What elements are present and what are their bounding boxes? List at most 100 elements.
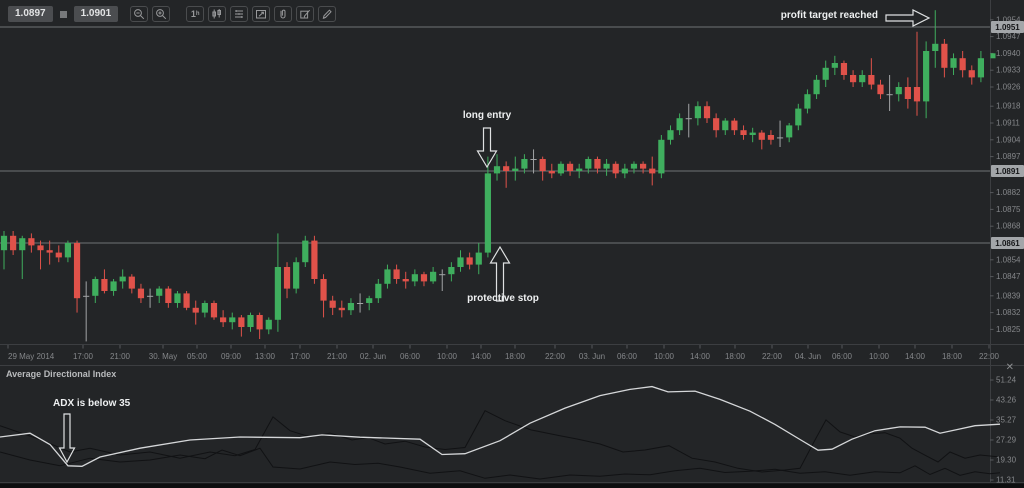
svg-text:06:00: 06:00	[400, 352, 421, 361]
candle	[959, 58, 966, 71]
candle	[475, 252, 482, 265]
candle	[512, 168, 519, 171]
timeframe-label: 1	[190, 8, 196, 19]
spread-indicator	[59, 10, 67, 18]
candle	[658, 139, 665, 174]
svg-text:1.0904: 1.0904	[996, 135, 1021, 144]
candle	[786, 125, 793, 138]
candle	[165, 288, 172, 303]
candle	[256, 315, 263, 330]
candle	[758, 132, 765, 140]
svg-text:30. May: 30. May	[149, 352, 177, 361]
svg-text:18:00: 18:00	[725, 352, 746, 361]
svg-text:1.0911: 1.0911	[996, 119, 1020, 128]
candle	[293, 262, 300, 289]
candle	[137, 288, 145, 299]
price-lines-layer	[0, 26, 990, 244]
candle	[649, 168, 656, 174]
svg-text:22:00: 22:00	[545, 352, 566, 361]
candle	[384, 269, 391, 284]
svg-text:14:00: 14:00	[690, 352, 711, 361]
di-line-b-line	[0, 447, 1001, 480]
svg-text:29 May 2014: 29 May 2014	[8, 352, 55, 361]
candle	[795, 108, 802, 126]
zoom-out-button[interactable]	[130, 6, 149, 22]
svg-text:13:00: 13:00	[255, 352, 276, 361]
svg-text:1.0951: 1.0951	[995, 23, 1020, 32]
svg-text:22:00: 22:00	[762, 352, 783, 361]
svg-text:1.0947: 1.0947	[996, 32, 1021, 41]
svg-text:06:00: 06:00	[617, 352, 638, 361]
candle	[566, 163, 574, 171]
indicator-close-icon[interactable]: ✕	[1005, 362, 1014, 373]
price-line-tag	[991, 237, 1024, 249]
svg-text:02. Jun: 02. Jun	[360, 352, 386, 361]
candle	[466, 257, 473, 265]
candle	[923, 51, 930, 102]
candle	[402, 279, 409, 282]
candle	[977, 58, 985, 78]
candle	[840, 63, 848, 75]
candle	[146, 295, 154, 297]
candle	[183, 293, 190, 308]
svg-text:35.27: 35.27	[996, 415, 1017, 424]
candle	[192, 307, 199, 313]
svg-text:21:00: 21:00	[327, 352, 348, 361]
protective-stop-label: protective stop	[467, 293, 539, 304]
pen-icon	[322, 9, 332, 19]
long-entry-arrow-icon	[476, 127, 498, 169]
ask-price-button[interactable]: 1.0901	[73, 6, 119, 22]
candle	[448, 267, 455, 275]
edit-note-button[interactable]	[296, 6, 315, 22]
profit-target-label: profit target reached	[780, 10, 878, 21]
export-chart-button[interactable]	[252, 6, 271, 22]
candle	[886, 94, 893, 96]
candle	[329, 300, 336, 308]
candle	[859, 75, 866, 83]
indicator-title: Average Directional Index	[6, 369, 117, 379]
candle	[37, 245, 44, 251]
candlestick-chart-icon	[212, 9, 222, 19]
candle	[220, 317, 227, 323]
adx-indicator-layer: 51.24 43.26 35.27 27.29 19.30 11.31	[0, 376, 1017, 485]
candle	[92, 279, 99, 296]
candle	[347, 303, 355, 311]
candle	[73, 243, 81, 299]
candle	[603, 163, 610, 169]
adx-note-arrow-icon	[58, 413, 76, 464]
zoom-in-button[interactable]	[152, 6, 171, 22]
chart-type-button[interactable]	[208, 6, 227, 22]
svg-text:1.0926: 1.0926	[996, 83, 1021, 92]
candle	[831, 63, 838, 68]
svg-text:14:00: 14:00	[905, 352, 926, 361]
indicators-button[interactable]	[230, 6, 249, 22]
candle	[576, 168, 583, 171]
svg-text:51.24: 51.24	[996, 376, 1017, 385]
candle	[968, 70, 975, 78]
svg-text:1.0847: 1.0847	[996, 272, 1021, 281]
bid-price-button[interactable]: 1.0897	[8, 6, 53, 22]
candle	[119, 276, 126, 282]
candle	[156, 288, 163, 296]
svg-text:1.0918: 1.0918	[996, 102, 1021, 111]
candle	[868, 75, 875, 85]
candle	[612, 163, 619, 174]
candle	[28, 238, 35, 246]
draw-button[interactable]	[318, 6, 337, 22]
candle	[539, 159, 546, 171]
attach-button[interactable]	[274, 6, 293, 22]
svg-text:09:00: 09:00	[221, 352, 242, 361]
candle	[366, 298, 373, 303]
price-line-tag	[991, 165, 1024, 177]
svg-text:1.0882: 1.0882	[996, 188, 1021, 197]
svg-text:1.0854: 1.0854	[996, 255, 1021, 264]
svg-text:18:00: 18:00	[942, 352, 963, 361]
svg-text:04. Jun: 04. Jun	[795, 352, 821, 361]
candle	[667, 130, 674, 140]
svg-text:10:00: 10:00	[654, 352, 675, 361]
candle	[950, 58, 957, 68]
